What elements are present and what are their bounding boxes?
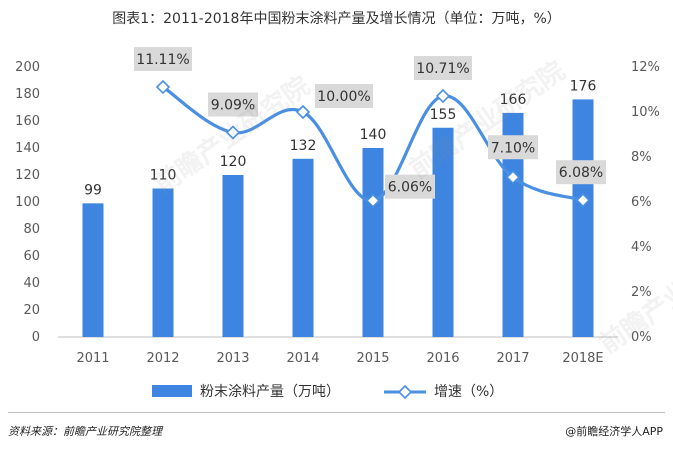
- legend-line-label: 增速（%）: [434, 384, 503, 400]
- x-tick-label: 2012: [146, 351, 179, 366]
- y-right-tick-label: 12%: [631, 60, 660, 75]
- y-left-tick-label: 180: [15, 87, 40, 102]
- y-right-tick-label: 0%: [631, 330, 652, 345]
- y-right-tick-label: 6%: [631, 195, 652, 210]
- x-tick-label: 2016: [426, 351, 459, 366]
- x-tick-label: 2014: [286, 351, 319, 366]
- growth-value-label: 11.11%: [136, 52, 189, 68]
- source-note: 资料来源：前瞻产业研究院整理: [8, 425, 162, 438]
- growth-label-box: [414, 56, 472, 81]
- footer-divider: [8, 412, 665, 413]
- growth-value-label: 7.10%: [491, 140, 535, 156]
- y-right-tick-label: 8%: [631, 150, 652, 165]
- growth-value-label: 6.08%: [559, 165, 603, 181]
- y-left-tick-label: 200: [15, 60, 40, 75]
- bar-value-label: 120: [220, 154, 247, 170]
- x-tick-label: 2018E: [562, 351, 603, 366]
- growth-label-box: [488, 135, 538, 160]
- y-left-tick-label: 100: [15, 195, 40, 210]
- y-right-tick-label: 10%: [631, 105, 660, 120]
- growth-value-label: 9.09%: [211, 97, 255, 113]
- y-left-tick-label: 40: [23, 276, 40, 291]
- growth-marker: [295, 104, 311, 120]
- bar: [572, 99, 594, 338]
- footer: 资料来源：前瞻产业研究院整理 @前瞻经济学人APP: [0, 412, 673, 450]
- y-right-tick-label: 2%: [631, 285, 652, 300]
- growth-marker: [505, 170, 521, 185]
- bar: [82, 203, 104, 337]
- x-tick-label: 2017: [496, 351, 529, 366]
- y-left-tick-label: 60: [23, 249, 40, 264]
- growth-label-box: [134, 47, 192, 72]
- y-left-tick-label: 160: [15, 114, 40, 129]
- growth-value-label: 10.71%: [416, 61, 469, 77]
- growth-marker: [365, 193, 381, 208]
- bar: [502, 112, 524, 338]
- y-right-tick-label: 4%: [631, 240, 652, 255]
- bar: [292, 158, 314, 337]
- growth-label-box: [315, 84, 373, 108]
- legend-bar-label: 粉末涂料产量（万吨）: [200, 384, 340, 400]
- bar-value-label: 140: [360, 127, 387, 143]
- growth-label-box: [556, 160, 606, 185]
- y-left-tick-label: 140: [15, 141, 40, 156]
- bar-value-label: 155: [430, 107, 457, 123]
- x-tick-label: 2011: [76, 351, 109, 366]
- bar-value-label: 176: [570, 78, 597, 94]
- bar-value-label: 132: [290, 138, 317, 154]
- growth-marker: [435, 88, 451, 104]
- chart-title: 图表1：2011-2018年中国粉末涂料产量及增长情况（单位：万吨，%）: [112, 11, 561, 27]
- chart-canvas: 0 20 40 60 80 100 120 140 160 180 200 0% 2% 4% 6% 8% 10%…: [15, 47, 660, 400]
- growth-marker: [155, 79, 171, 95]
- growth-value-label: 6.06%: [388, 180, 432, 196]
- growth-marker: [225, 125, 241, 140]
- y-left-tick-label: 80: [23, 222, 40, 237]
- x-tick-label: 2013: [216, 351, 249, 366]
- bar: [362, 148, 384, 337]
- legend-bar-swatch: [152, 385, 192, 397]
- growth-value-label: 10.00%: [317, 89, 370, 105]
- legend-line-marker: [397, 384, 413, 400]
- bar-value-label: 166: [500, 92, 527, 108]
- y-left-tick-label: 0: [32, 330, 40, 345]
- x-tick-label: 2015: [356, 351, 389, 366]
- bar-value-label: 110: [150, 168, 177, 184]
- y-left-tick-label: 20: [23, 303, 40, 318]
- growth-label-box: [385, 174, 435, 199]
- bar: [152, 188, 174, 337]
- bar-value-label: 99: [84, 182, 102, 198]
- bar: [432, 127, 454, 337]
- growth-label-box: [208, 92, 258, 117]
- credit-note: @前瞻经济学人APP: [565, 425, 663, 438]
- y-left-tick-label: 120: [15, 168, 40, 183]
- growth-marker: [575, 193, 591, 208]
- bar: [222, 175, 244, 337]
